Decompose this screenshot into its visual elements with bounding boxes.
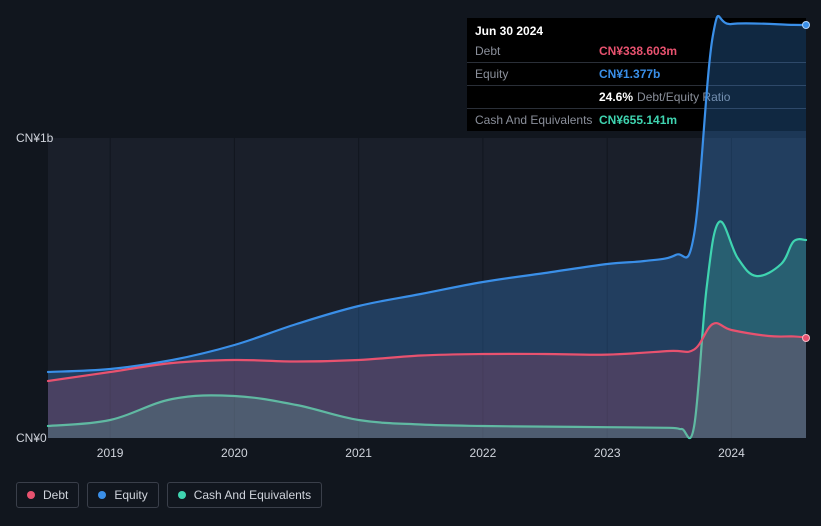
tooltip-value: CN¥338.603m <box>599 44 677 58</box>
legend-item[interactable]: Cash And Equivalents <box>167 482 322 508</box>
legend-swatch <box>178 491 186 499</box>
y-axis-label: CN¥1b <box>16 131 60 145</box>
legend-label: Debt <box>43 488 68 502</box>
legend: Debt Equity Cash And Equivalents <box>16 482 322 508</box>
legend-label: Cash And Equivalents <box>194 488 311 502</box>
tooltip-label <box>475 90 599 104</box>
x-axis-label: 2023 <box>594 446 621 460</box>
chart-area[interactable]: CN¥0 CN¥1b 2019 2020 2021 2022 2023 2024 <box>16 128 806 468</box>
legend-label: Equity <box>114 488 147 502</box>
legend-swatch <box>98 491 106 499</box>
x-axis-label: 2021 <box>345 446 372 460</box>
x-axis-label: 2022 <box>470 446 497 460</box>
x-axis-label: 2024 <box>718 446 745 460</box>
tooltip-label: Cash And Equivalents <box>475 113 599 127</box>
tooltip-value: CN¥1.377b <box>599 67 660 81</box>
tooltip-label: Equity <box>475 67 599 81</box>
legend-item[interactable]: Equity <box>87 482 158 508</box>
tooltip-label: Debt <box>475 44 599 58</box>
plot-area <box>48 138 806 438</box>
x-axis-label: 2020 <box>221 446 248 460</box>
tooltip-value: CN¥655.141m <box>599 113 677 127</box>
series-svg <box>48 138 806 438</box>
x-axis-label: 2019 <box>97 446 124 460</box>
chart-container: { "tooltip": { "date": "Jun 30 2024", "r… <box>0 0 821 526</box>
series-end-marker <box>802 21 810 29</box>
legend-swatch <box>27 491 35 499</box>
series-end-marker <box>802 334 810 342</box>
y-axis-label: CN¥0 <box>16 431 60 445</box>
legend-item[interactable]: Debt <box>16 482 79 508</box>
